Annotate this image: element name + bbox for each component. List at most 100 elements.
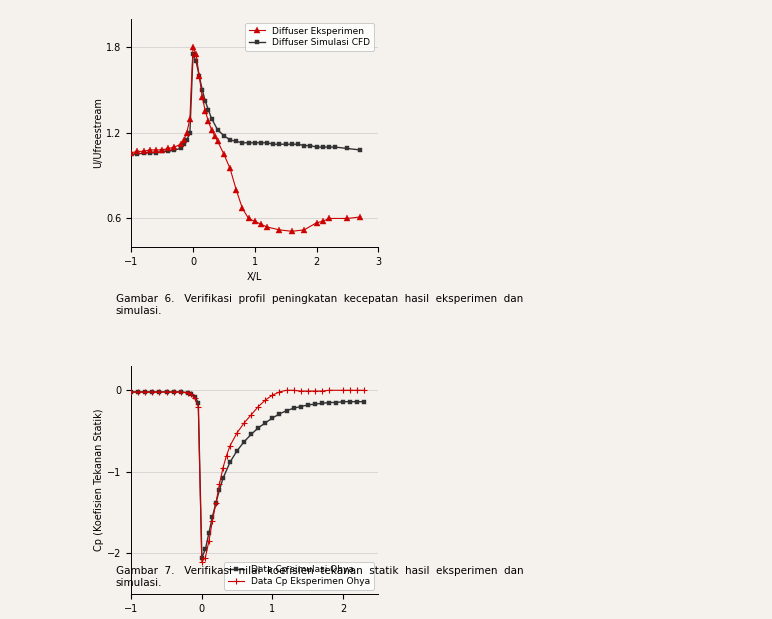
Diffuser Simulasi CFD [127,150,136,158]
Diffuser Simulasi CFD [232,137,241,145]
Diffuser Eksperimen [225,165,235,172]
Data Cp Eksperimen Ohya [218,464,228,472]
Diffuser Simulasi CFD [281,141,290,148]
Data Cp Eksperimen Ohya [360,386,369,394]
Diffuser Simulasi CFD [343,145,352,152]
Data Cp simulasi Ohya [201,546,210,553]
Data Cp simulasi Ohya [155,388,164,396]
Diffuser Simulasi CFD [157,148,167,155]
Diffuser Simulasi CFD [195,72,204,79]
Data Cp simulasi Ohya [254,424,263,431]
Diffuser Simulasi CFD [139,149,148,157]
Data Cp simulasi Ohya [353,398,362,405]
Diffuser Simulasi CFD [256,139,266,147]
Diffuser Simulasi CFD [151,149,161,157]
Data Cp simulasi Ohya [296,403,305,410]
Diffuser Eksperimen [300,226,309,233]
Diffuser Eksperimen [157,146,167,154]
Diffuser Eksperimen [262,223,272,231]
Diffuser Simulasi CFD [225,136,235,144]
Diffuser Simulasi CFD [293,141,303,148]
Data Cp Eksperimen Ohya [246,411,256,418]
Data Cp simulasi Ohya [282,407,291,414]
Line: Data Cp simulasi Ohya: Data Cp simulasi Ohya [130,390,366,559]
Data Cp Eksperimen Ohya [134,388,143,396]
Data Cp Eksperimen Ohya [239,419,249,426]
Data Cp simulasi Ohya [183,389,192,396]
Diffuser Eksperimen [312,219,321,227]
Data Cp simulasi Ohya [268,414,277,422]
Data Cp simulasi Ohya [310,400,320,408]
Diffuser Simulasi CFD [188,51,198,58]
Data Cp Eksperimen Ohya [197,558,206,565]
Data Cp Eksperimen Ohya [169,388,178,396]
Data Cp Eksperimen Ohya [147,388,157,396]
Data Cp Eksperimen Ohya [208,517,217,524]
Diffuser Simulasi CFD [204,106,213,114]
Diffuser Simulasi CFD [191,58,201,65]
Diffuser Eksperimen [207,126,216,134]
Data Cp Eksperimen Ohya [187,391,196,398]
Data Cp Eksperimen Ohya [215,480,224,488]
Data Cp simulasi Ohya [169,388,178,396]
Data Cp Eksperimen Ohya [222,452,231,459]
Diffuser Eksperimen [198,93,207,101]
Data Cp Eksperimen Ohya [324,386,334,394]
Data Cp Eksperimen Ohya [162,388,171,396]
Data Cp simulasi Ohya [275,410,284,418]
Diffuser Eksperimen [324,215,334,222]
Diffuser Simulasi CFD [207,115,216,122]
Text: Gambar  7.   Verifikasi  nilai  koefisien  tekanan  statik  hasil  eksperimen  d: Gambar 7. Verifikasi nilai koefisien tek… [116,566,523,588]
Line: Data Cp Eksperimen Ohya: Data Cp Eksperimen Ohya [128,387,367,565]
Data Cp Eksperimen Ohya [212,499,221,506]
Diffuser Simulasi CFD [179,141,188,148]
Data Cp simulasi Ohya [212,499,221,506]
Data Cp Eksperimen Ohya [155,388,164,396]
Data Cp simulasi Ohya [331,399,340,406]
Line: Diffuser Simulasi CFD: Diffuser Simulasi CFD [130,53,361,156]
Data Cp Eksperimen Ohya [183,389,192,396]
Diffuser Eksperimen [182,129,191,137]
Diffuser Simulasi CFD [133,150,142,158]
Data Cp simulasi Ohya [239,438,249,446]
Diffuser Eksperimen [164,145,173,152]
Diffuser Eksperimen [127,149,136,157]
Diffuser Simulasi CFD [312,144,321,151]
Data Cp simulasi Ohya [176,388,185,396]
Diffuser Eksperimen [195,72,204,79]
Diffuser Simulasi CFD [176,145,185,152]
Diffuser Eksperimen [275,226,284,233]
Diffuser Eksperimen [318,218,327,225]
Data Cp simulasi Ohya [345,398,354,405]
Diffuser Eksperimen [250,218,259,225]
Diffuser Simulasi CFD [330,144,340,151]
Diffuser Simulasi CFD [306,142,315,149]
Data Cp Eksperimen Ohya [268,391,277,399]
Data Cp simulasi Ohya [324,399,334,406]
Data Cp simulasi Ohya [127,388,136,396]
Diffuser Simulasi CFD [355,146,364,154]
Data Cp Eksperimen Ohya [176,388,185,396]
Diffuser Eksperimen [188,43,198,51]
Data Cp Eksperimen Ohya [317,387,327,395]
Diffuser Eksperimen [244,215,253,222]
Diffuser Eksperimen [204,118,213,125]
Diffuser Eksperimen [355,214,364,221]
Diffuser Eksperimen [170,144,179,151]
Data Cp simulasi Ohya [360,398,369,405]
Data Cp Eksperimen Ohya [194,403,203,410]
Data Cp Eksperimen Ohya [127,388,136,396]
Diffuser Eksperimen [219,150,229,158]
Diffuser Simulasi CFD [269,141,278,148]
Diffuser Simulasi CFD [213,126,222,134]
Data Cp Eksperimen Ohya [353,386,362,394]
Data Cp Eksperimen Ohya [289,386,298,394]
Diffuser Simulasi CFD [244,139,253,147]
Diffuser Eksperimen [151,146,161,154]
Diffuser Eksperimen [210,132,219,139]
Data Cp simulasi Ohya [194,399,203,406]
Diffuser Eksperimen [179,136,188,144]
Data Cp simulasi Ohya [187,391,196,398]
Data Cp simulasi Ohya [141,388,150,396]
Diffuser Eksperimen [343,215,352,222]
